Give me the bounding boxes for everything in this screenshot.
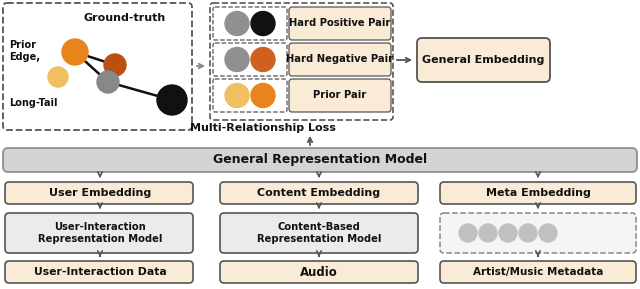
Text: Meta Embedding: Meta Embedding — [486, 188, 591, 198]
FancyBboxPatch shape — [220, 213, 418, 253]
Circle shape — [97, 71, 119, 93]
Circle shape — [225, 47, 249, 71]
FancyBboxPatch shape — [5, 213, 193, 253]
Text: User Embedding: User Embedding — [49, 188, 151, 198]
FancyBboxPatch shape — [289, 79, 391, 112]
Text: Multi-Relationship Loss: Multi-Relationship Loss — [190, 123, 336, 133]
FancyBboxPatch shape — [210, 3, 393, 120]
Circle shape — [104, 54, 126, 76]
FancyBboxPatch shape — [220, 182, 418, 204]
Circle shape — [225, 12, 249, 36]
FancyBboxPatch shape — [289, 43, 391, 76]
FancyBboxPatch shape — [440, 213, 636, 253]
Text: Content Embedding: Content Embedding — [257, 188, 381, 198]
Circle shape — [62, 39, 88, 65]
Circle shape — [499, 224, 517, 242]
Circle shape — [251, 47, 275, 71]
Text: User-Interaction Data: User-Interaction Data — [34, 267, 166, 277]
Circle shape — [459, 224, 477, 242]
FancyBboxPatch shape — [220, 261, 418, 283]
Text: Hard Negative Pair: Hard Negative Pair — [287, 55, 394, 64]
Circle shape — [519, 224, 537, 242]
FancyBboxPatch shape — [3, 148, 637, 172]
FancyBboxPatch shape — [440, 261, 636, 283]
Text: General Representation Model: General Representation Model — [213, 153, 427, 166]
FancyBboxPatch shape — [213, 43, 287, 76]
Circle shape — [251, 84, 275, 108]
FancyBboxPatch shape — [5, 182, 193, 204]
FancyBboxPatch shape — [213, 79, 287, 112]
Text: Hard Positive Pair: Hard Positive Pair — [289, 18, 390, 29]
FancyBboxPatch shape — [417, 38, 550, 82]
Text: Audio: Audio — [300, 266, 338, 279]
Circle shape — [48, 67, 68, 87]
Text: User-Interaction
Representation Model: User-Interaction Representation Model — [38, 222, 162, 244]
Text: General Embedding: General Embedding — [422, 55, 544, 65]
FancyBboxPatch shape — [289, 7, 391, 40]
Circle shape — [479, 224, 497, 242]
Circle shape — [539, 224, 557, 242]
FancyBboxPatch shape — [213, 7, 287, 40]
Text: Long-Tail: Long-Tail — [9, 98, 58, 108]
Circle shape — [251, 12, 275, 36]
Circle shape — [225, 84, 249, 108]
FancyBboxPatch shape — [5, 261, 193, 283]
FancyBboxPatch shape — [440, 182, 636, 204]
FancyBboxPatch shape — [3, 3, 192, 130]
Text: Ground-truth: Ground-truth — [84, 13, 166, 23]
Text: Prior Pair: Prior Pair — [314, 90, 367, 101]
Circle shape — [157, 85, 187, 115]
Text: Artist/Music Metadata: Artist/Music Metadata — [473, 267, 603, 277]
Text: Content-Based
Representation Model: Content-Based Representation Model — [257, 222, 381, 244]
Text: Prior
Edge,: Prior Edge, — [9, 40, 40, 62]
